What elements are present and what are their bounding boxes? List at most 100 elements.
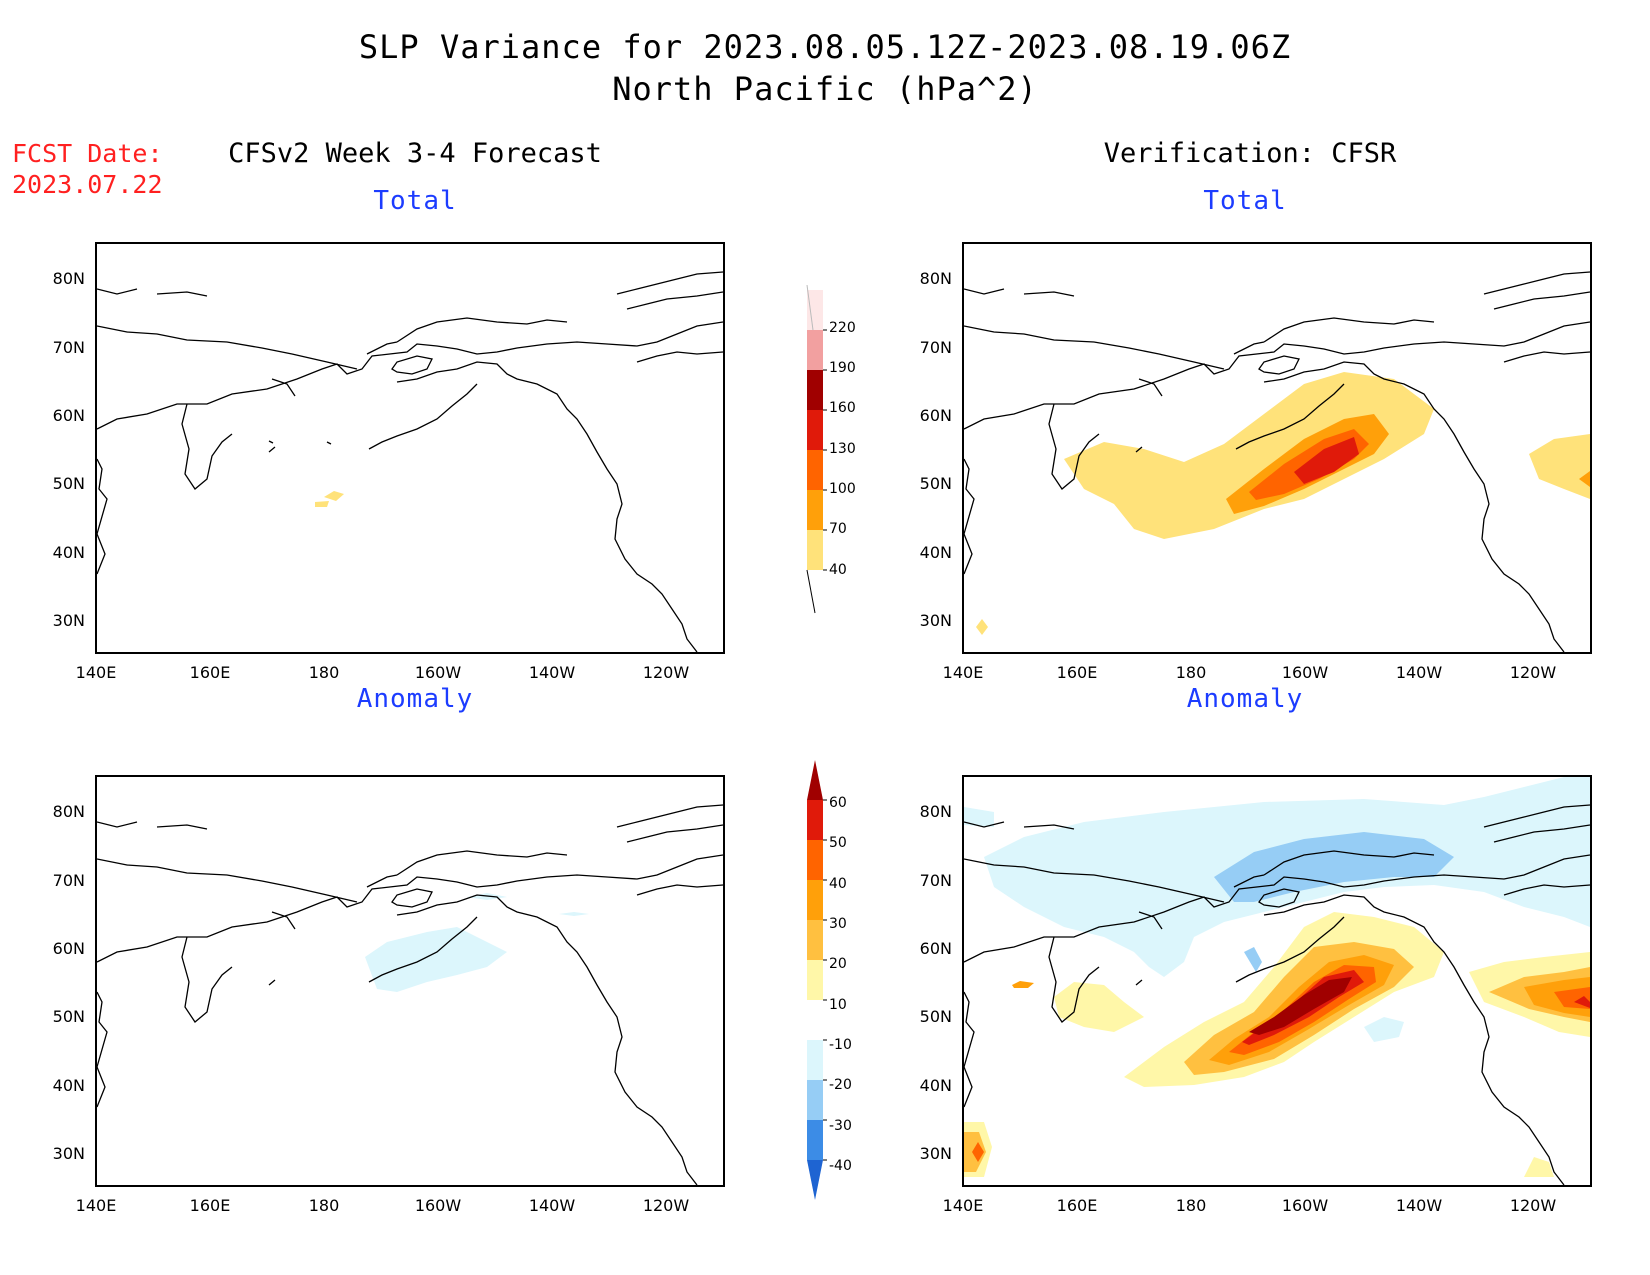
- lat-tick: 70N: [919, 871, 952, 890]
- anomaly-level-label: 10: [829, 997, 847, 1013]
- lat-tick: 40N: [52, 543, 85, 562]
- lon-tick: 160E: [1056, 1196, 1098, 1215]
- fcst-label: FCST Date:: [12, 139, 163, 168]
- lon-tick: 140E: [942, 663, 984, 682]
- anomaly-level-label: -10: [829, 1037, 852, 1053]
- anomaly-level-label: -40: [829, 1158, 852, 1174]
- total-colorbar-box: [807, 370, 823, 410]
- lon-tick: 160W: [1281, 663, 1329, 682]
- lon-tick: 160E: [189, 663, 231, 682]
- total-level-label: 160: [829, 400, 856, 416]
- total-colorbar-box: [807, 530, 823, 570]
- anomaly-colorbar-box: [807, 1080, 823, 1120]
- total-level-label: 40: [829, 562, 847, 578]
- lat-tick: 30N: [919, 1144, 952, 1163]
- total-colorbar-box: [807, 330, 823, 370]
- lon-tick: 140W: [1395, 1196, 1443, 1215]
- anomaly-colorbar-box: [807, 840, 823, 880]
- anomaly-colorbar-box: [807, 1160, 823, 1200]
- lat-tick: 60N: [52, 406, 85, 425]
- verification-anomaly-map-svg: [964, 777, 1590, 1185]
- anomaly-level-label: 40: [829, 876, 847, 892]
- lat-tick: 80N: [52, 269, 85, 288]
- lon-tick: 160W: [414, 1196, 462, 1215]
- anomaly-colorbar-svg: [807, 760, 827, 1200]
- forecast-anomaly-map: [95, 775, 725, 1187]
- lat-tick: 50N: [919, 1007, 952, 1026]
- verification-total-label: Total: [1203, 186, 1287, 216]
- anomaly-colorbar-box: [807, 920, 823, 960]
- forecast-anomaly-label: Anomaly: [356, 684, 474, 714]
- lon-tick: 160W: [414, 663, 462, 682]
- anomaly-colorbar-box: [807, 1120, 823, 1160]
- anomaly-colorbar-box: [807, 960, 823, 1000]
- lon-tick: 140W: [528, 663, 576, 682]
- lat-tick: 60N: [919, 939, 952, 958]
- lat-tick: 40N: [919, 1076, 952, 1095]
- lon-tick: 140E: [942, 1196, 984, 1215]
- total-colorbar-box: [807, 450, 823, 490]
- total-level-label: 70: [829, 521, 847, 537]
- total-colorbar: [805, 284, 845, 615]
- lat-tick: 70N: [919, 338, 952, 357]
- lon-tick: 160W: [1281, 1196, 1329, 1215]
- lat-tick: 40N: [52, 1076, 85, 1095]
- lon-tick: 160E: [1056, 663, 1098, 682]
- anomaly-level-label: 30: [829, 916, 847, 932]
- lon-tick: 180: [1175, 663, 1207, 682]
- anomaly-level-label: -20: [829, 1077, 852, 1093]
- anomaly-colorbar-box: [807, 1000, 823, 1040]
- main-title: SLP Variance for 2023.08.05.12Z-2023.08.…: [358, 28, 1292, 66]
- lat-tick: 80N: [919, 802, 952, 821]
- forecast-total-map: [95, 242, 725, 654]
- verification-anomaly-label: Anomaly: [1186, 684, 1304, 714]
- lat-tick: 30N: [52, 1144, 85, 1163]
- verification-column-title: Verification: CFSR: [1103, 138, 1397, 169]
- main-subtitle: North Pacific (hPa^2): [612, 70, 1038, 108]
- anomaly-level-label: 20: [829, 956, 847, 972]
- lon-tick: 120W: [642, 663, 690, 682]
- lon-tick: 160E: [189, 1196, 231, 1215]
- lat-tick: 60N: [919, 406, 952, 425]
- forecast-total-label: Total: [373, 186, 457, 216]
- lat-tick: 50N: [52, 1007, 85, 1026]
- lon-tick: 140W: [528, 1196, 576, 1215]
- verification-anomaly-map: [962, 775, 1592, 1187]
- lon-tick: 180: [308, 1196, 340, 1215]
- lat-tick: 70N: [52, 871, 85, 890]
- lon-tick: 120W: [1509, 663, 1557, 682]
- lon-tick: 120W: [1509, 1196, 1557, 1215]
- total-colorbar-svg: [806, 284, 827, 614]
- lon-tick: 120W: [642, 1196, 690, 1215]
- lat-tick: 50N: [52, 474, 85, 493]
- forecast-total-map-svg: [97, 271, 723, 652]
- total-level-label: 130: [829, 441, 856, 457]
- verification-total-map-svg: [964, 271, 1590, 652]
- anomaly-colorbar: [805, 760, 845, 1210]
- total-level-label: 100: [829, 481, 856, 497]
- total-level-label: 190: [829, 360, 856, 376]
- lat-tick: 30N: [919, 611, 952, 630]
- total-colorbar-box: [807, 290, 823, 330]
- lat-tick: 30N: [52, 611, 85, 630]
- lat-tick: 70N: [52, 338, 85, 357]
- anomaly-level-label: 60: [829, 795, 847, 811]
- fcst-date: 2023.07.22: [12, 170, 163, 199]
- fcst-date-block: FCST Date: 2023.07.22: [12, 138, 163, 200]
- lon-tick: 140E: [75, 663, 117, 682]
- lat-tick: 50N: [919, 474, 952, 493]
- anomaly-level-label: -30: [829, 1118, 852, 1134]
- lon-tick: 140E: [75, 1196, 117, 1215]
- total-level-label: 220: [829, 320, 856, 336]
- verification-total-map: [962, 242, 1592, 654]
- anomaly-level-label: 50: [829, 835, 847, 851]
- lat-tick: 40N: [919, 543, 952, 562]
- total-colorbar-box: [807, 410, 823, 450]
- lat-tick: 60N: [52, 939, 85, 958]
- anomaly-colorbar-box: [807, 760, 823, 800]
- anomaly-colorbar-box: [807, 1040, 823, 1080]
- lon-tick: 140W: [1395, 663, 1443, 682]
- forecast-column-title: CFSv2 Week 3-4 Forecast: [228, 138, 602, 169]
- anomaly-colorbar-box: [807, 880, 823, 920]
- lat-tick: 80N: [919, 269, 952, 288]
